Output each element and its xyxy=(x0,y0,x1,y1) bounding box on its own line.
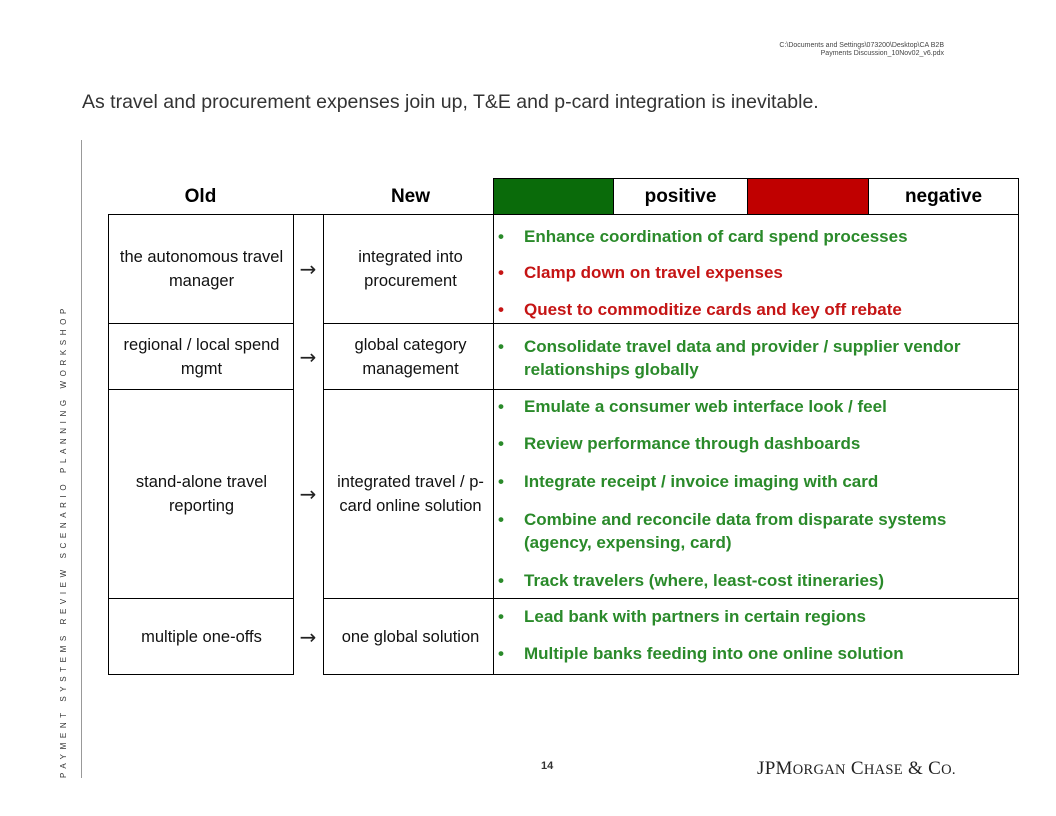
header-underline xyxy=(108,214,1019,215)
table-row: the autonomous travel manager → integrat… xyxy=(108,215,1019,323)
header-old: Old xyxy=(184,186,217,207)
bullet-list: • Lead bank with partners in certain regi… xyxy=(498,599,1018,674)
vertical-workshop-label: PAYMENT SYSTEMS REVIEW SCENARIO PLANNING… xyxy=(59,304,68,778)
page-number: 14 xyxy=(541,760,554,772)
bullet-list: • Enhance coordination of card spend proc… xyxy=(498,215,1018,323)
row-line xyxy=(323,674,1019,675)
col-line xyxy=(493,214,494,675)
old-cell: stand-alone travel reporting xyxy=(135,473,268,515)
bullet-item: • Clamp down on travel expenses xyxy=(498,263,783,282)
bullet-item: • Track travelers (where, least-cost itin… xyxy=(498,571,885,590)
row-line xyxy=(108,323,293,324)
left-divider xyxy=(81,140,82,778)
bullet-list: • Consolidate travel data and provider / … xyxy=(498,324,1018,389)
row-line xyxy=(323,323,1019,324)
header-negative: negative xyxy=(904,186,983,207)
row-line xyxy=(108,598,293,599)
file-path-line-1: C:\Documents and Settings\073200\Desktop… xyxy=(779,42,944,49)
positive-color-swatch xyxy=(493,178,614,215)
header-positive: positive xyxy=(644,186,717,207)
col-line xyxy=(1018,178,1019,675)
bullet-item: • Combine and reconcile data from dispara… xyxy=(498,510,947,552)
bullet-item: • Quest to commoditize cards and key off … xyxy=(498,300,902,319)
arrow-icon: → xyxy=(299,257,317,281)
row-line xyxy=(323,389,1019,390)
arrow-icon: → xyxy=(299,344,317,369)
new-cell: integrated into procurement xyxy=(358,248,463,290)
old-cell: the autonomous travel manager xyxy=(119,248,284,290)
file-path-line-2: Payments Discussion_10Nov02_v6.pdx xyxy=(820,50,944,57)
row-line xyxy=(108,674,293,675)
bullet-list: • Emulate a consumer web interface look /… xyxy=(498,390,1018,598)
bullet-item: • Lead bank with partners in certain regi… xyxy=(498,607,866,626)
row-line xyxy=(323,598,1019,599)
bullet-item: • Consolidate travel data and provider / … xyxy=(498,337,961,379)
jpmorgan-chase-logo: JPMORGAN CHASE & CO. xyxy=(757,758,956,779)
bullet-item: • Multiple banks feeding into one online … xyxy=(498,644,904,663)
new-cell: global category management xyxy=(354,335,467,378)
header-new: New xyxy=(390,186,431,207)
bullet-item: • Emulate a consumer web interface look /… xyxy=(498,397,887,416)
new-cell: integrated travel / p-card online soluti… xyxy=(337,473,484,515)
col-line xyxy=(108,214,109,675)
arrow-icon: → xyxy=(299,624,317,649)
table-row: multiple one-offs → one global solution … xyxy=(108,599,1019,674)
file-path-note: C:\Documents and Settings\073200\Desktop… xyxy=(779,42,944,58)
col-line xyxy=(323,214,324,675)
table-row: stand-alone travel reporting → integrate… xyxy=(108,390,1019,598)
arrow-icon: → xyxy=(299,482,317,506)
col-line xyxy=(293,214,294,675)
negative-color-swatch xyxy=(747,178,869,215)
row-line xyxy=(108,389,293,390)
old-cell: regional / local spend mgmt xyxy=(123,335,280,378)
new-cell: one global solution xyxy=(341,627,480,646)
page-title: As travel and procurement expenses join … xyxy=(82,91,819,113)
bullet-item: • Enhance coordination of card spend proc… xyxy=(498,227,908,246)
bullet-item: • Integrate receipt / invoice imaging wit… xyxy=(498,472,879,491)
old-cell: multiple one-offs xyxy=(141,627,262,646)
table-row: regional / local spend mgmt → global cat… xyxy=(108,324,1019,389)
bullet-item: • Review performance through dashboards xyxy=(498,434,861,453)
